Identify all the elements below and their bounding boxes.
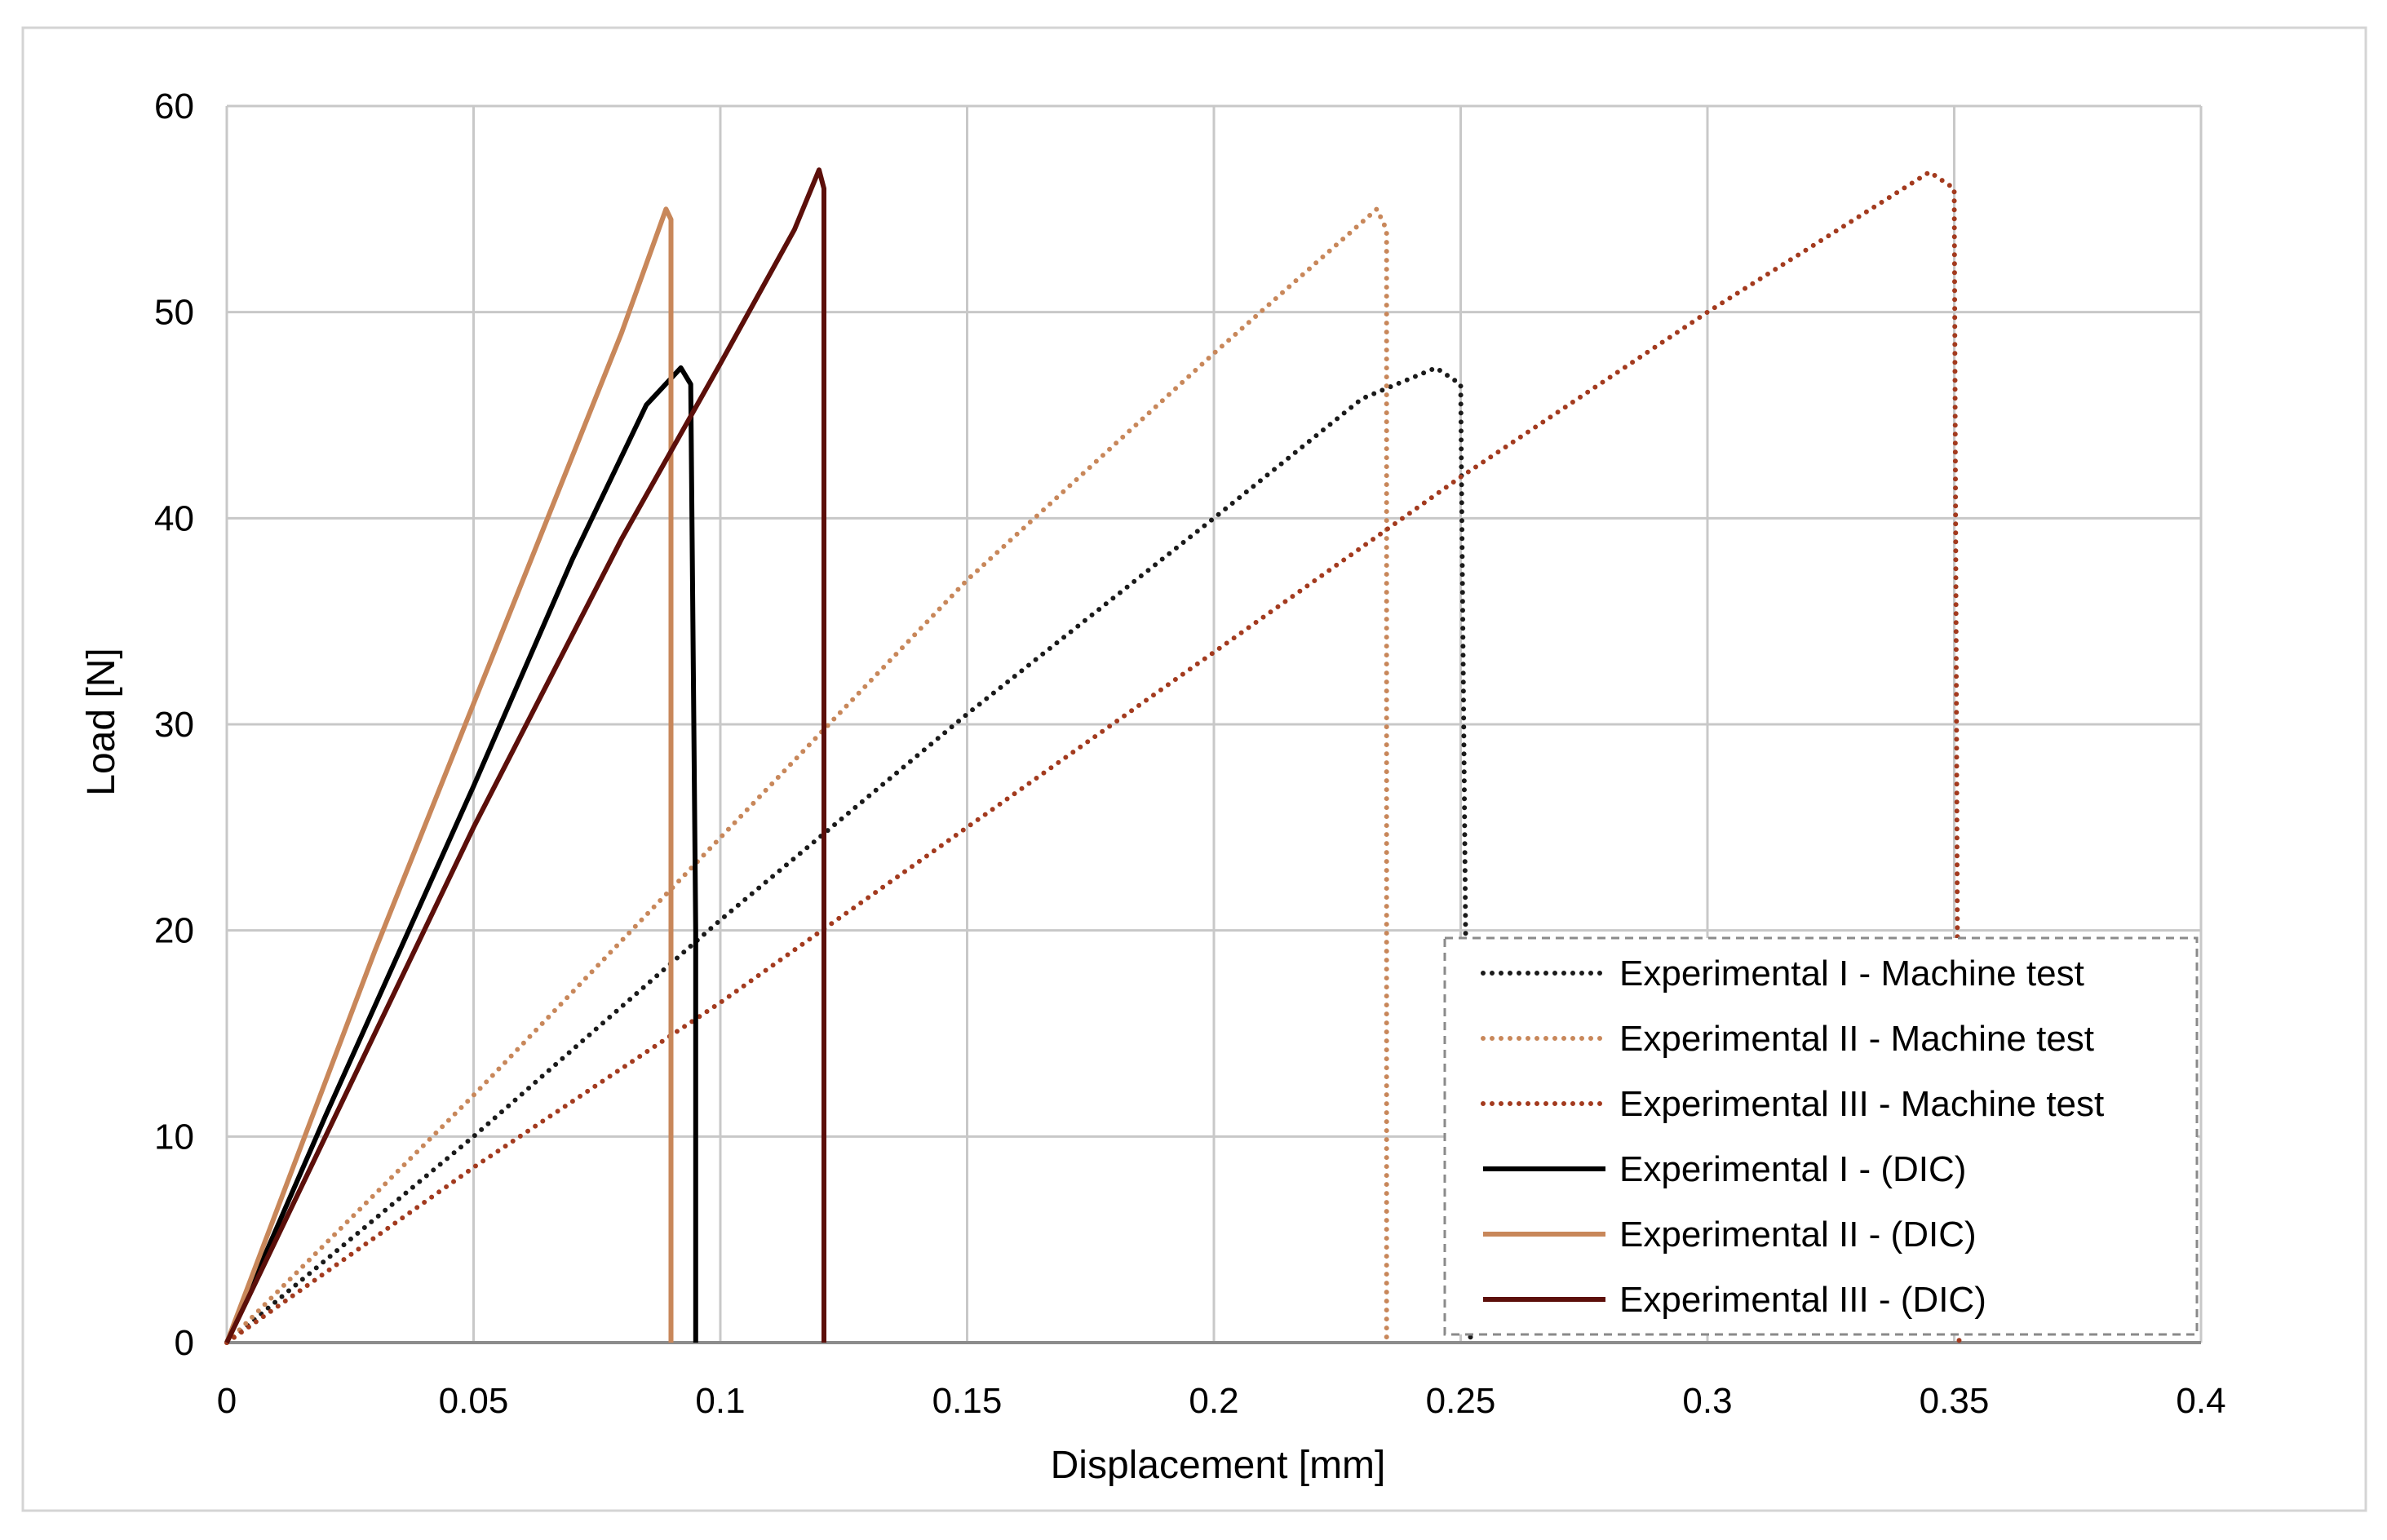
x-tick-label: 0.15	[932, 1381, 1003, 1421]
x-tick-label: 0.05	[439, 1381, 509, 1421]
y-tick-label: 60	[154, 86, 194, 126]
series-line-2	[224, 206, 1389, 1345]
y-tick-label: 40	[154, 498, 194, 538]
x-tick-label: 0	[217, 1381, 237, 1421]
y-axis-title: Load [N]	[80, 648, 123, 795]
x-tick-label: 0.4	[2176, 1381, 2225, 1421]
x-tick-label: 0.1	[695, 1381, 745, 1421]
x-tick-label: 0.35	[1920, 1381, 1990, 1421]
y-tick-label: 50	[154, 293, 194, 333]
series-line-4	[224, 365, 698, 1344]
series-line-1	[224, 365, 1473, 1345]
legend-box	[1443, 936, 2199, 1336]
y-tick-label: 20	[154, 911, 194, 951]
legend-label-1: Experimental I - Machine test	[1619, 954, 2084, 993]
legend-items: Experimental I - Machine test Experimenta…	[1481, 954, 2104, 1320]
series-line-3	[224, 169, 1962, 1345]
legend-label-3: Experimental III - Machine test	[1619, 1084, 2104, 1124]
y-tick-label: 0	[175, 1323, 194, 1363]
series-line-5	[224, 206, 674, 1344]
x-tick-label: 0.3	[1682, 1381, 1732, 1421]
x-axis-title: Displacement [mm]	[1051, 1444, 1386, 1487]
x-tick-label: 0.25	[1426, 1381, 1496, 1421]
legend-label-4: Experimental I - (DIC)	[1619, 1149, 1966, 1189]
legend: Experimental I - Machine test Experimenta…	[1443, 936, 2199, 1336]
x-tick-label: 0.2	[1189, 1381, 1238, 1421]
legend-label-5: Experimental II - (DIC)	[1619, 1215, 1977, 1255]
tick-labels: 0 0.05 0.1 0.15 0.2 0.25 0.3 0.35 0.4 0 10 20 30 40 50…	[154, 86, 2226, 1421]
y-tick-label: 10	[154, 1117, 194, 1157]
series-lines	[224, 167, 1962, 1345]
legend-label-2: Experimental II - Machine test	[1619, 1019, 2094, 1059]
series-line-6	[224, 167, 826, 1344]
legend-label-6: Experimental III - (DIC)	[1619, 1280, 1986, 1320]
y-tick-label: 30	[154, 705, 194, 745]
